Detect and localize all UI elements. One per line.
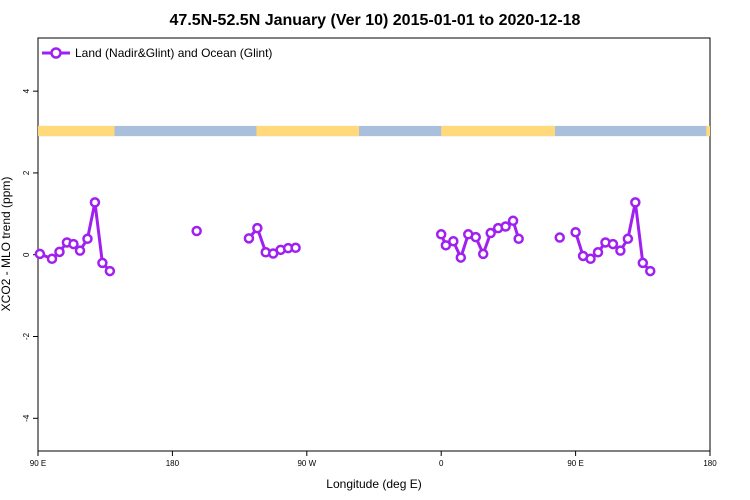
data-point — [435, 229, 447, 240]
data-point — [645, 265, 656, 277]
data-point — [46, 253, 58, 265]
data-point — [630, 197, 641, 208]
x-tick-label: 0 — [439, 459, 444, 468]
data-point — [448, 235, 459, 247]
data-point — [637, 257, 649, 269]
data-point — [290, 242, 301, 254]
data-point — [82, 233, 93, 245]
data-point — [615, 245, 626, 256]
data-point — [607, 238, 619, 250]
strip-ocean — [38, 125, 710, 137]
series-layer — [34, 197, 656, 277]
data-point — [74, 245, 86, 256]
data-point — [89, 197, 101, 208]
data-point — [477, 248, 489, 260]
data-point — [485, 227, 496, 239]
data-point — [570, 226, 581, 238]
land-ocean-strip — [38, 125, 710, 137]
data-point — [191, 225, 202, 237]
y-tick-label: 4 — [22, 88, 31, 93]
data-point — [104, 265, 116, 277]
data-point — [554, 232, 565, 243]
x-tick-label: 90 E — [567, 459, 583, 468]
y-tick-label: 0 — [22, 252, 31, 257]
chart-title: 47.5N-52.5N January (Ver 10) 2015-01-01 … — [170, 12, 581, 29]
strip-land-segment — [441, 125, 556, 137]
data-point — [622, 233, 634, 245]
data-point — [440, 240, 452, 251]
strip-land-segment — [38, 125, 115, 137]
data-point — [470, 231, 481, 243]
x-axis-label: Longitude (deg E) — [326, 477, 421, 491]
y-tick-label: 2 — [22, 170, 31, 175]
data-point — [585, 253, 596, 265]
data-point — [592, 247, 604, 258]
y-tick-label: -4 — [22, 414, 31, 422]
strip-land-segment — [256, 125, 360, 137]
data-point — [97, 257, 108, 269]
x-tick-label: 180 — [166, 459, 180, 468]
data-point — [243, 233, 255, 244]
legend: Land (Nadir&Glint) and Ocean (Glint) — [42, 46, 272, 60]
data-point — [507, 215, 519, 227]
x-tick-label: 90 W — [297, 459, 316, 468]
x-tick-label: 90 E — [30, 459, 46, 468]
y-tick-label: -2 — [22, 332, 31, 340]
legend-label: Land (Nadir&Glint) and Ocean (Glint) — [75, 46, 272, 60]
x-axis: 90 E 180 90 W 0 90 E 180 — [30, 451, 717, 468]
x-tick-label: 180 — [703, 459, 717, 468]
data-point — [68, 238, 79, 250]
data-point — [54, 246, 65, 258]
data-point — [513, 233, 524, 245]
data-point — [252, 222, 263, 234]
plot-frame — [37, 37, 711, 452]
data-point — [34, 248, 46, 260]
data-point — [500, 221, 511, 232]
strip-land-segment — [706, 125, 710, 137]
data-point — [455, 252, 467, 263]
legend-marker — [50, 47, 62, 59]
y-axis-label: XCO2 - MLO trend (ppm) — [0, 177, 13, 312]
